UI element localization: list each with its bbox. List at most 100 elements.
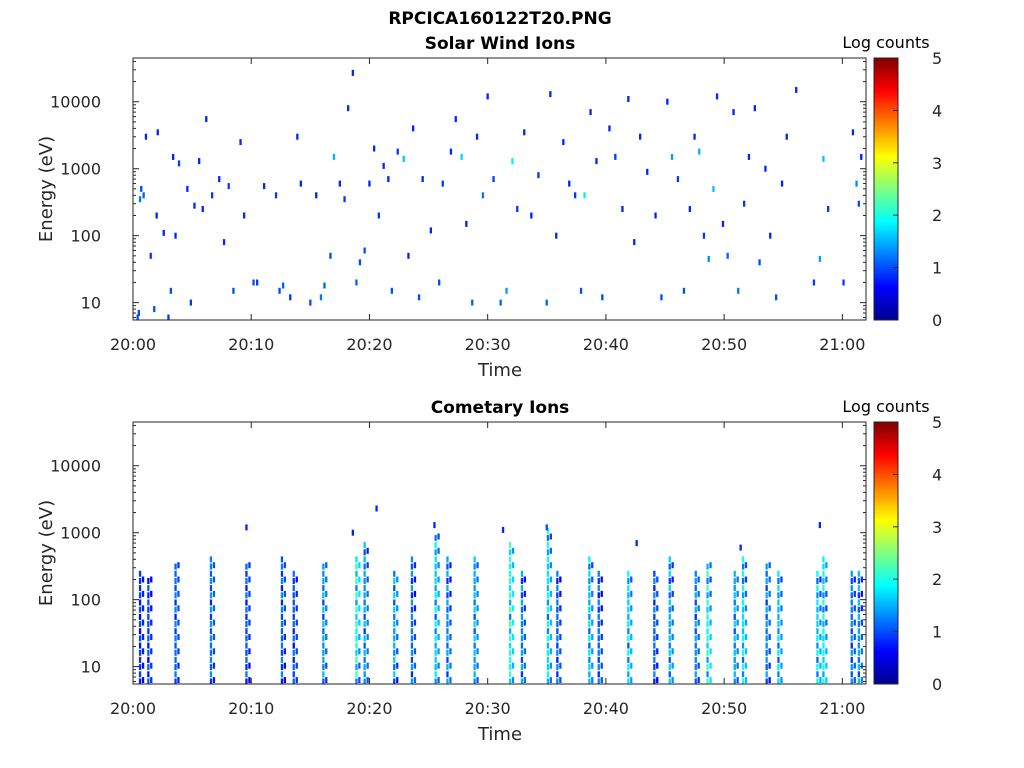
spectrogram-cell: [857, 649, 860, 656]
spectrogram-cell: [591, 605, 594, 612]
spectrogram-cell: [355, 628, 358, 635]
spectrogram-cell: [694, 642, 697, 649]
spectrogram-cell: [147, 649, 150, 656]
spectrogram-cell: [777, 570, 780, 577]
spectrogram-cell: [709, 562, 712, 569]
spectrogram-cell: [283, 634, 286, 640]
spectrogram-cell: [363, 664, 366, 671]
spectrogram-cell: [627, 96, 630, 102]
spectrogram-cell: [668, 585, 671, 592]
spectrogram-cell: [476, 634, 479, 640]
spectrogram-cell: [768, 562, 771, 569]
spectrogram-cell: [278, 287, 281, 294]
spectrogram-cell: [780, 180, 784, 187]
spectrogram-cell: [141, 590, 145, 597]
spectrogram-cell: [709, 677, 712, 684]
x-tick-label: 20:30: [465, 335, 511, 354]
spectrogram-cell: [627, 671, 630, 678]
spectrogram-cell: [282, 282, 285, 289]
spectrogram-cell: [822, 556, 825, 563]
spectrogram-cell: [523, 662, 526, 669]
spectrogram-cell: [446, 585, 449, 592]
spectrogram-cell: [473, 635, 476, 642]
spectrogram-cell: [390, 287, 393, 294]
spectrogram-cell: [608, 125, 611, 132]
spectrogram-cell: [653, 570, 656, 577]
spectrogram-cell: [358, 619, 361, 626]
spectrogram-cell: [656, 619, 659, 626]
spectrogram-cell: [653, 606, 656, 613]
spectrogram-cell: [138, 196, 142, 203]
spectrogram-cell: [825, 576, 828, 583]
spectrogram-cell: [355, 592, 358, 599]
spectrogram-cell: [671, 605, 674, 612]
spectrogram-cell: [358, 662, 361, 669]
spectrogram-cell: [545, 299, 548, 306]
spectrogram-cell: [363, 635, 366, 642]
spectrogram-cell: [818, 522, 821, 529]
spectrogram-cell: [768, 648, 771, 655]
spectrogram-cell: [597, 606, 600, 613]
spectrogram-cell: [591, 576, 594, 583]
cometary-colorbar-ticks: 0 1 2 3 4 5: [893, 413, 942, 694]
spectrogram-cell: [511, 619, 515, 626]
spectrogram-cell: [410, 656, 414, 663]
spectrogram-cell: [153, 306, 156, 313]
spectrogram-cell: [167, 314, 170, 321]
spectrogram-cell: [473, 628, 476, 635]
spectrogram-cell: [434, 585, 437, 592]
spectrogram-cell: [549, 634, 552, 640]
x-tick-label: 20:40: [583, 699, 629, 718]
spectrogram-cell: [559, 605, 562, 612]
spectrogram-cell: [205, 116, 208, 123]
spectrogram-cell: [363, 556, 366, 563]
spectrogram-cell: [150, 576, 153, 583]
spectrogram-cell: [588, 628, 591, 635]
spectrogram-cell: [694, 585, 697, 592]
spectrogram-cell: [473, 642, 476, 649]
spectrogram-cell: [295, 576, 298, 583]
spectrogram-cell: [546, 613, 550, 620]
spectrogram-cell: [597, 678, 600, 685]
spectrogram-cell: [413, 662, 417, 669]
spectrogram-cell: [138, 656, 142, 663]
spectrogram-cell: [559, 590, 562, 597]
spectrogram-cell: [741, 628, 745, 635]
spectrogram-cell: [556, 649, 559, 656]
spectrogram-cell: [144, 133, 148, 140]
spectrogram-cell: [212, 605, 216, 612]
spectrogram-cell: [248, 605, 251, 612]
spectrogram-cell: [396, 605, 399, 612]
spectrogram-cell: [172, 153, 175, 160]
spectrogram-cell: [358, 634, 361, 640]
spectrogram-cell: [363, 671, 366, 678]
spectrogram-cell: [509, 599, 512, 606]
spectrogram-cell: [292, 628, 295, 635]
spectrogram-cell: [591, 562, 594, 569]
spectrogram-cell: [523, 677, 526, 684]
spectrogram-cell: [855, 180, 858, 187]
spectrogram-cell: [245, 621, 248, 627]
spectrogram-cell: [227, 183, 230, 190]
spectrogram-cell: [218, 176, 221, 183]
spectrogram-cell: [177, 605, 180, 612]
colorbar-tick-label: 3: [932, 154, 942, 173]
spectrogram-cell: [822, 678, 825, 685]
spectrogram-cell: [668, 635, 671, 642]
spectrogram-cell: [363, 621, 366, 627]
spectrogram-cell: [295, 590, 298, 597]
spectrogram-cell: [777, 606, 780, 613]
spectrogram-cell: [377, 212, 380, 219]
spectrogram-cell: [437, 590, 440, 597]
spectrogram-cell: [138, 649, 142, 656]
spectrogram-cell: [780, 605, 783, 612]
spectrogram-cell: [486, 93, 489, 100]
spectrogram-cell: [245, 635, 248, 642]
spectrogram-cell: [473, 578, 476, 584]
spectrogram-cell: [325, 590, 328, 597]
spectrogram-cell: [136, 314, 139, 321]
spectrogram-cell: [822, 656, 825, 663]
spectrogram-cell: [209, 664, 213, 671]
spectrogram-cell: [509, 613, 512, 620]
spectrogram-cell: [174, 621, 177, 627]
